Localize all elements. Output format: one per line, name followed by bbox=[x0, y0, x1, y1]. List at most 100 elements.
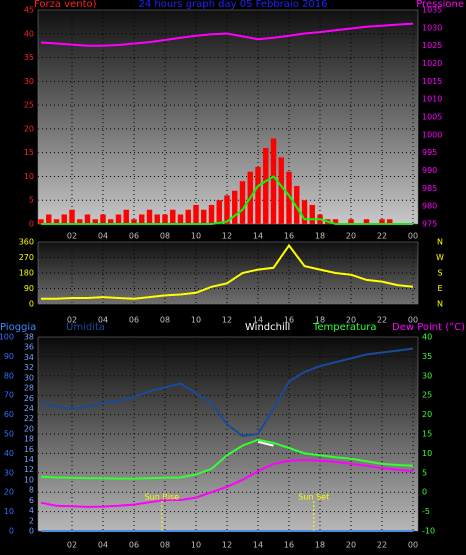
y2ticks-label: 1035 bbox=[422, 6, 442, 15]
x-tick-label: 16 bbox=[284, 232, 294, 241]
bar bbox=[123, 209, 129, 224]
bar bbox=[77, 219, 83, 224]
y3ticks-label: 34 bbox=[24, 353, 34, 362]
yticks-label: 20 bbox=[24, 124, 34, 133]
y3ticks-label: 14 bbox=[24, 455, 34, 464]
series-line bbox=[40, 438, 414, 480]
bar bbox=[139, 214, 145, 224]
y3ticks-label: 32 bbox=[24, 363, 34, 372]
yticks-label: 360 bbox=[19, 238, 34, 247]
series-line bbox=[257, 440, 274, 447]
y2ticks-label: 980 bbox=[422, 202, 437, 211]
x-tick-label: 08 bbox=[160, 232, 170, 241]
x-tick-label: 04 bbox=[98, 232, 108, 241]
y3ticks-label: 16 bbox=[24, 445, 34, 454]
yticks-label: 60 bbox=[4, 410, 14, 419]
yticks-label: 0 bbox=[9, 527, 14, 536]
x-tick-label: 22 bbox=[377, 232, 387, 241]
y2ticks-label: N bbox=[437, 238, 443, 247]
y3ticks-label: 26 bbox=[24, 394, 34, 403]
x-tick-label: 12 bbox=[222, 541, 232, 550]
x-tick-label: 08 bbox=[160, 316, 170, 325]
bar bbox=[348, 219, 354, 224]
bar bbox=[309, 204, 315, 224]
bar bbox=[108, 219, 114, 224]
yticks-label: 30 bbox=[4, 468, 14, 477]
plot-frame bbox=[37, 336, 419, 532]
y2ticks-label: -5 bbox=[422, 507, 430, 516]
x-tick-label: 20 bbox=[346, 232, 356, 241]
yticks-label: 90 bbox=[24, 284, 34, 293]
bar bbox=[278, 157, 284, 224]
x-tick-label: 02 bbox=[67, 316, 77, 325]
yticks-label: 25 bbox=[24, 101, 34, 110]
yticks-label: 100 bbox=[0, 333, 14, 342]
bar bbox=[53, 219, 60, 224]
y3ticks-label: 12 bbox=[24, 465, 34, 474]
series-line bbox=[41, 243, 414, 300]
y2ticks-label: E bbox=[437, 284, 442, 293]
legend-label: Dew Point (°C) bbox=[392, 322, 465, 333]
x-tick-label: 22 bbox=[377, 541, 387, 550]
x-tick-label: 22 bbox=[377, 316, 387, 325]
bar bbox=[193, 204, 199, 224]
yticks-label: 30 bbox=[24, 77, 34, 86]
y2ticks-label: 15 bbox=[422, 430, 432, 439]
yticks-label: 180 bbox=[19, 269, 34, 278]
x-tick-label: 10 bbox=[191, 541, 201, 550]
x-tick-label: 00 bbox=[408, 541, 418, 550]
yticks-label: 70 bbox=[4, 391, 14, 400]
plot-area bbox=[38, 10, 418, 224]
bar bbox=[154, 214, 160, 224]
y2ticks-label: 975 bbox=[422, 220, 437, 229]
bar bbox=[46, 214, 52, 224]
x-tick-label: 16 bbox=[284, 541, 294, 550]
x-tick-label: 00 bbox=[408, 232, 418, 241]
x-tick-label: 02 bbox=[67, 232, 77, 241]
bar bbox=[286, 171, 292, 224]
x-tick-label: 00 bbox=[408, 316, 418, 325]
bar bbox=[387, 219, 393, 224]
x-tick-label: 18 bbox=[315, 541, 325, 550]
series-line bbox=[40, 347, 414, 437]
y2ticks-label: W bbox=[436, 253, 444, 262]
plot-frame bbox=[37, 241, 419, 305]
y3ticks-label: 10 bbox=[24, 475, 34, 484]
bar bbox=[294, 185, 300, 224]
y3ticks-label: 24 bbox=[24, 404, 34, 413]
y2ticks-label: 35 bbox=[422, 352, 432, 361]
yticks-label: 270 bbox=[19, 253, 34, 262]
y3ticks-label: 30 bbox=[24, 373, 34, 382]
annotation-label: Sun Set bbox=[298, 493, 329, 502]
y2ticks-label: 1025 bbox=[422, 41, 442, 50]
y3ticks-label: 20 bbox=[24, 424, 34, 433]
yticks-label: 5 bbox=[29, 196, 34, 205]
legend-label: Umidita bbox=[66, 322, 105, 333]
bar bbox=[224, 195, 230, 224]
bar bbox=[239, 181, 246, 224]
x-tick-label: 06 bbox=[129, 316, 139, 325]
y2ticks-label: 990 bbox=[422, 166, 437, 175]
y3ticks-label: 0 bbox=[29, 527, 34, 536]
y2ticks-label: 1010 bbox=[422, 95, 442, 104]
bar bbox=[84, 214, 91, 224]
x-tick-label: 06 bbox=[129, 541, 139, 550]
y2ticks-label: 1000 bbox=[422, 130, 442, 139]
x-tick-label: 02 bbox=[67, 541, 77, 550]
bar bbox=[332, 219, 339, 224]
x-tick-label: 18 bbox=[315, 232, 325, 241]
yticks-label: 80 bbox=[4, 371, 14, 380]
y3ticks-label: 38 bbox=[24, 333, 34, 342]
bar bbox=[216, 200, 222, 224]
x-tick-label: 04 bbox=[98, 541, 108, 550]
yticks-label: 10 bbox=[24, 172, 34, 181]
y3ticks-label: 4 bbox=[29, 506, 34, 515]
y2ticks-label: 25 bbox=[422, 391, 432, 400]
bar bbox=[201, 209, 207, 224]
bar bbox=[146, 209, 153, 224]
y2ticks-label: N bbox=[437, 300, 443, 309]
chart-title: 24 hours graph day 05 Febbraio 2016 bbox=[139, 0, 328, 10]
series-line bbox=[40, 458, 414, 508]
bar bbox=[61, 214, 67, 224]
